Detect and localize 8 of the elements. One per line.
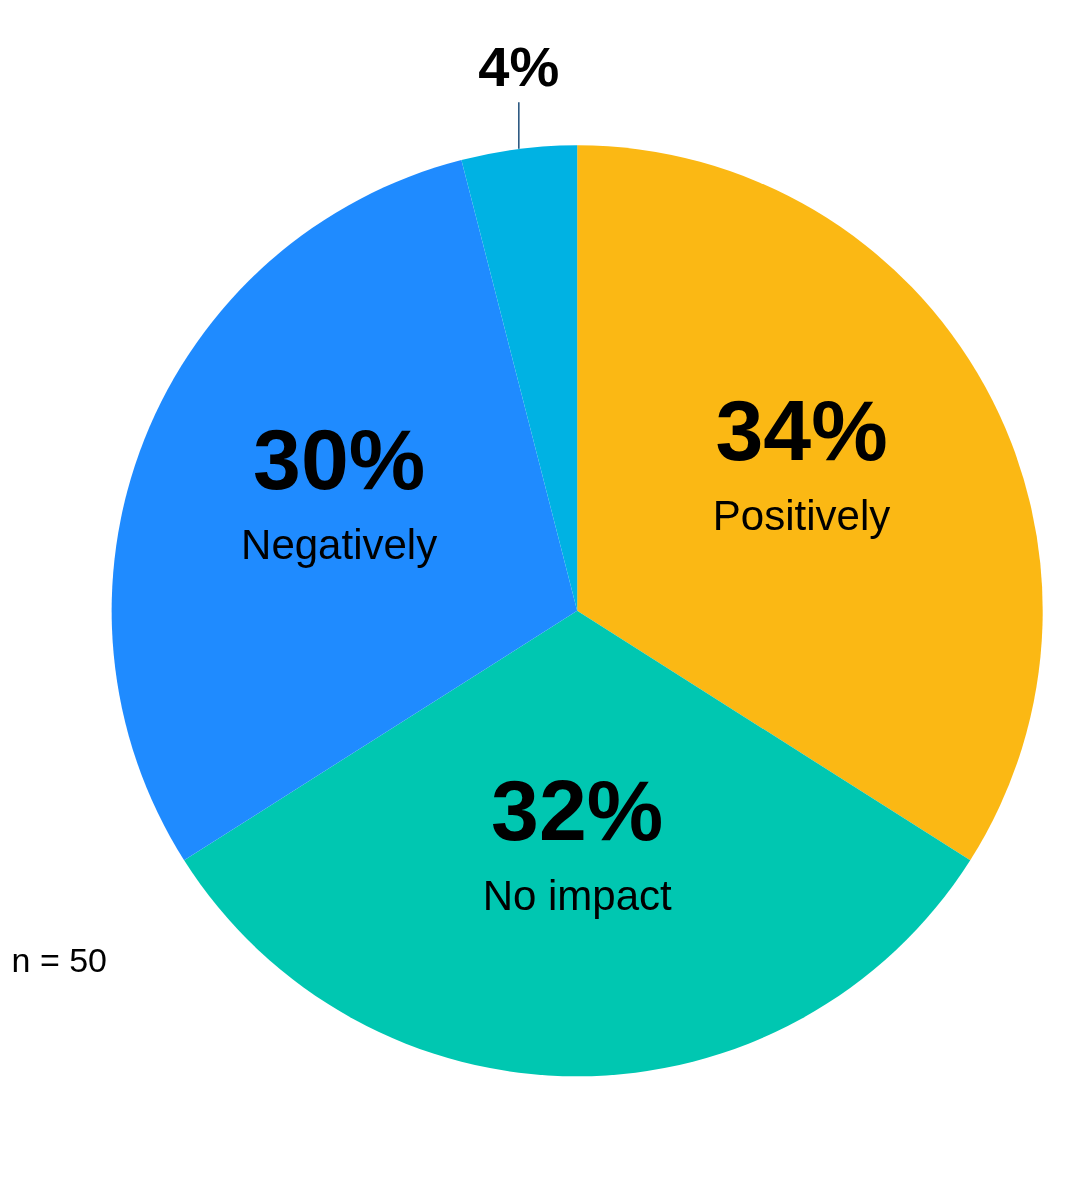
text: n = 50 bbox=[11, 941, 108, 980]
data-label: 4% bbox=[478, 34, 560, 98]
slice-label: Negatively bbox=[241, 521, 438, 569]
slice-label: Positively bbox=[712, 492, 891, 540]
data-label: 30% bbox=[253, 411, 426, 508]
slice-label: No impact bbox=[482, 871, 673, 919]
data-label: 32% bbox=[491, 761, 664, 858]
data-label: 34% bbox=[715, 382, 888, 479]
